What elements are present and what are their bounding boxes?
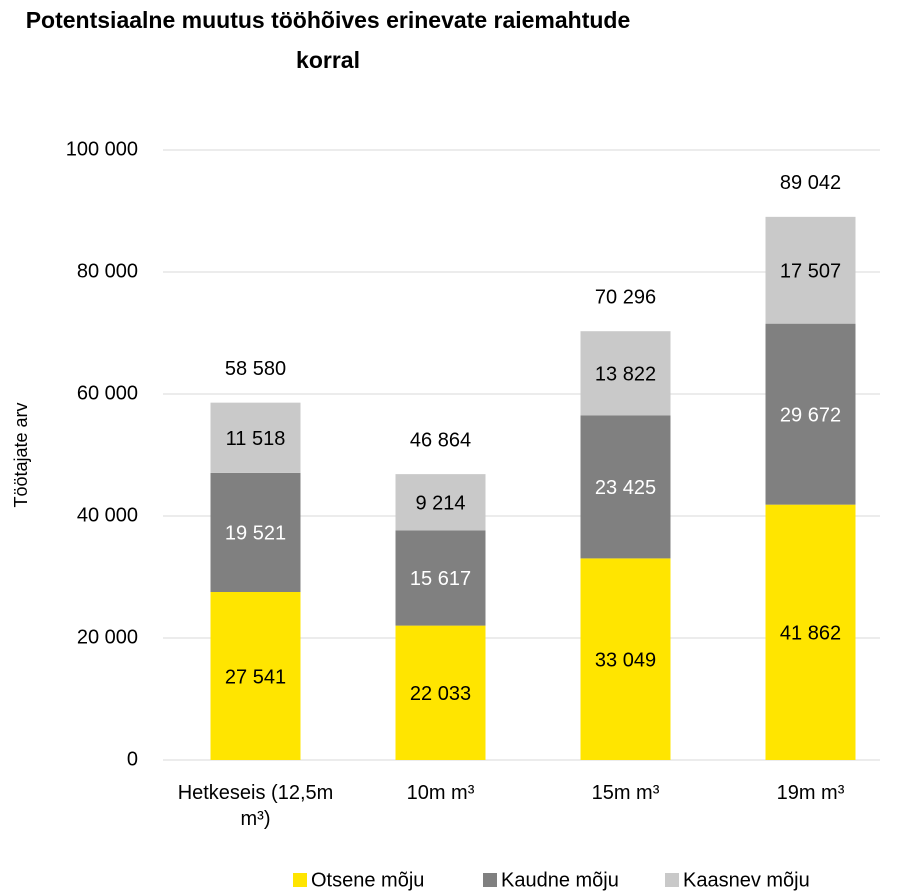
y-tick-label: 100 000 (66, 138, 138, 160)
total-label: 89 042 (780, 172, 841, 194)
value-label: 33 049 (595, 649, 656, 671)
bar-segment (210, 402, 301, 473)
y-tick-label: 60 000 (77, 382, 138, 404)
bar-segment (580, 558, 671, 760)
legend-label: Kaasnev mõju (683, 869, 810, 891)
bar-segment (765, 216, 856, 324)
y-tick-label: 40 000 (77, 504, 138, 526)
legend-label: Kaudne mõju (501, 869, 619, 891)
value-label: 41 862 (780, 623, 841, 645)
bar-segment (395, 474, 486, 531)
x-tick-label: 15m m³ (591, 782, 660, 804)
value-label: 11 518 (226, 428, 286, 450)
value-label: 29 672 (780, 404, 841, 426)
bar-segment (765, 323, 856, 505)
chart-title: Potentsiaalne muutus tööhõives erinevate… (25, 7, 631, 73)
bar-segment (395, 530, 486, 626)
bar-segment (765, 504, 856, 760)
x-tick-label: 10m m³ (406, 782, 475, 804)
x-tick-label: 19m m³ (776, 782, 845, 804)
total-label: 46 864 (410, 429, 471, 451)
y-tick-label: 80 000 (77, 260, 138, 282)
value-label: 17 507 (780, 261, 841, 283)
bar-segment (580, 331, 671, 416)
x-tick-label: Hetkeseis (12,5m m³) (177, 782, 334, 830)
y-tick-label: 0 (127, 748, 138, 770)
y-axis-label: Töötajate arv (11, 402, 31, 507)
value-label: 15 617 (410, 568, 471, 590)
value-label: 27 541 (225, 666, 286, 688)
total-label: 70 296 (595, 286, 656, 308)
legend-label: Otsene mõju (311, 869, 424, 891)
legend-swatch (293, 873, 307, 887)
total-label: 58 580 (225, 358, 286, 380)
value-label: 13 822 (595, 364, 656, 386)
value-label: 9 214 (415, 493, 465, 515)
value-label: 22 033 (410, 683, 471, 705)
bar-segment (395, 625, 486, 760)
y-tick-label: 20 000 (77, 626, 138, 648)
legend-swatch (665, 873, 679, 887)
bar-segment (210, 591, 301, 760)
legend-swatch (483, 873, 497, 887)
value-label: 19 521 (225, 523, 286, 545)
value-label: 23 425 (595, 477, 656, 499)
bar-segment (580, 415, 671, 559)
bar-segment (210, 472, 301, 592)
